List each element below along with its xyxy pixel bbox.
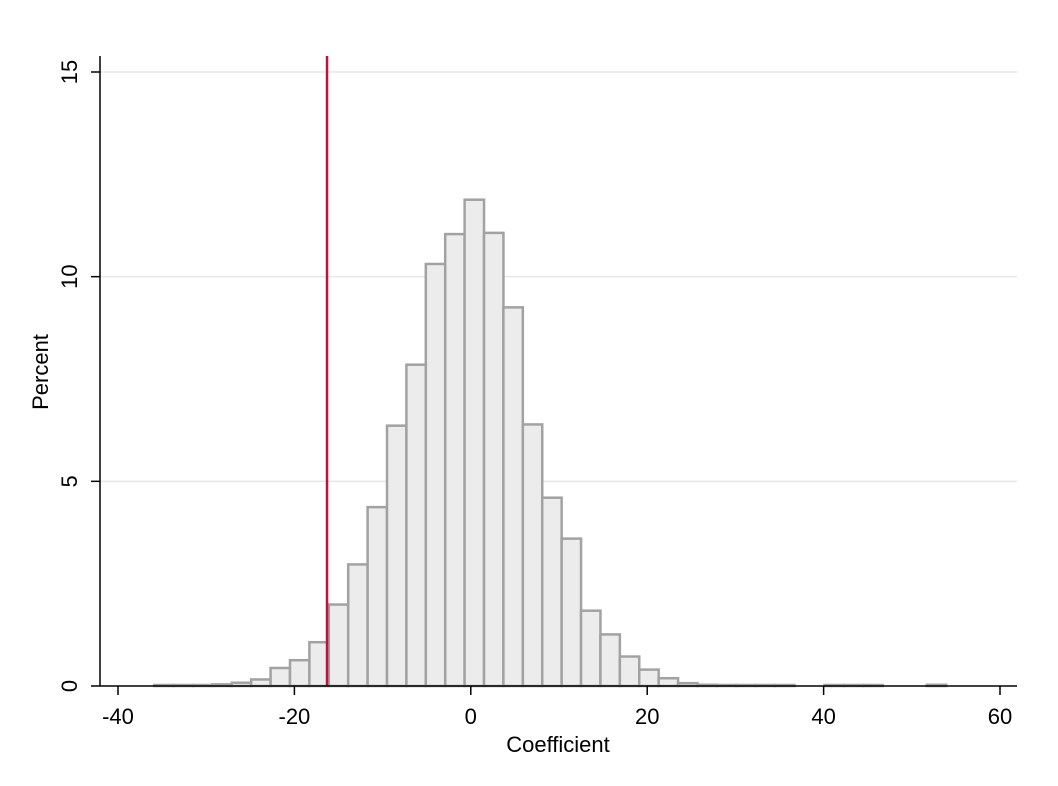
x-axis-ticks: -40 -20 0 20 40 60: [102, 686, 1012, 729]
histogram-bar-24: [618, 655, 641, 688]
x-tick-label--20: -20: [279, 704, 311, 729]
histogram-bar-12: [385, 424, 408, 688]
histogram-bar-17: [482, 231, 505, 688]
histogram-bar-11: [366, 505, 389, 688]
histogram-bar-19: [521, 423, 544, 688]
histogram-bar-26: [657, 676, 680, 688]
histogram-bar-25: [638, 668, 660, 688]
x-tick-label-0: 0: [465, 704, 477, 729]
histogram-bar-5: [249, 678, 272, 688]
histogram-bar-10: [346, 563, 369, 688]
histogram-bar-13: [405, 363, 428, 688]
x-axis-title: Coefficient: [506, 732, 610, 757]
x-tick-label--40: -40: [102, 704, 134, 729]
histogram-bar-15: [443, 232, 466, 688]
axes: [99, 56, 1017, 687]
y-tick-label-15: 15: [57, 60, 82, 84]
histogram-bar-21: [560, 537, 583, 688]
x-tick-label-40: 40: [811, 704, 835, 729]
histogram-bar-18: [502, 306, 525, 688]
y-tick-label-5: 5: [57, 475, 82, 487]
histogram-bar-7: [288, 658, 311, 688]
histogram-bars: [152, 198, 948, 688]
histogram-bar-22: [579, 609, 602, 688]
histogram-bar-20: [540, 496, 563, 688]
histogram-bar-23: [599, 633, 622, 688]
x-tick-label-20: 20: [635, 704, 659, 729]
x-tick-label-60: 60: [988, 704, 1012, 729]
histogram-bar-16: [463, 198, 486, 688]
y-tick-label-0: 0: [57, 680, 82, 692]
histogram-bar-6: [269, 666, 292, 688]
gridlines: [100, 71, 1017, 483]
histogram-bar-14: [424, 262, 447, 688]
y-axis-ticks: 0 5 10 15: [57, 60, 100, 692]
y-tick-label-10: 10: [57, 264, 82, 288]
histogram-bar-9: [327, 603, 350, 688]
y-axis-title: Percent: [28, 334, 53, 410]
